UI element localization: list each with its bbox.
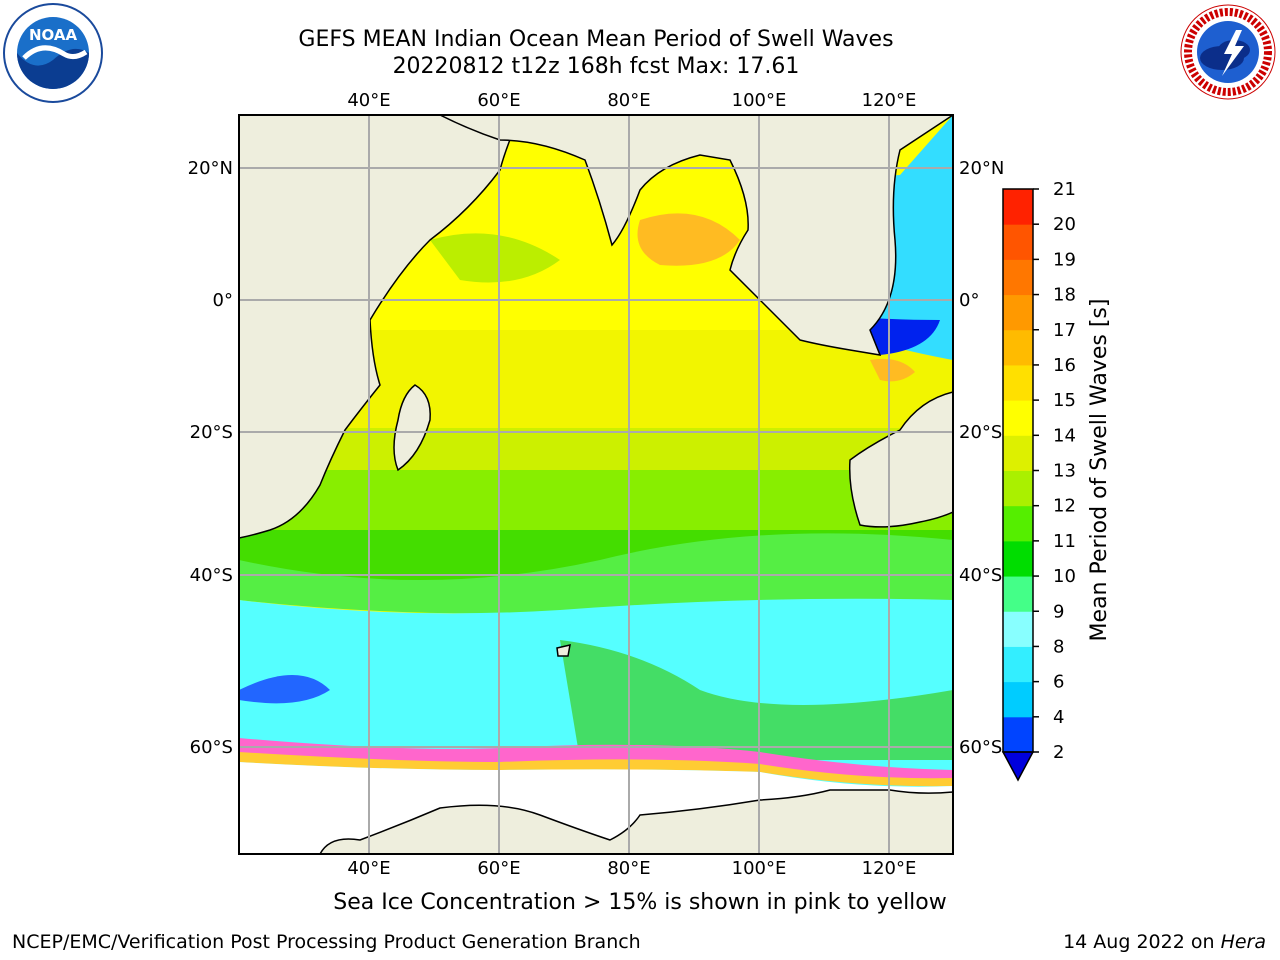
colorbar-block [1003, 576, 1033, 612]
lon-label: 60°E [477, 858, 520, 879]
colorbar-tick-label: 16 [1053, 355, 1076, 376]
credit-text: NCEP/EMC/Verification Post Processing Pr… [12, 931, 641, 953]
date-label: 14 Aug 2022 on [1063, 931, 1221, 953]
lon-label: 120°E [862, 90, 917, 111]
colorbar: 2 4 6 8 9 10 11 12 13 14 15 16 17 18 19 20 21 Mean Perio… [1001, 179, 1112, 782]
lon-label: 100°E [732, 90, 787, 111]
noaa-logo-text: NOAA [29, 26, 78, 44]
colorbar-block [1003, 505, 1033, 542]
lat-label: 20°N [959, 158, 1004, 179]
lon-labels-bottom: 40°E 60°E 80°E 100°E 120°E [347, 858, 916, 879]
colorbar-block [1003, 540, 1033, 577]
colorbar-tick-label: 14 [1053, 425, 1076, 446]
lat-labels-left: 20°N 0° 20°S 40°S 60°S [188, 158, 233, 758]
colorbar-tick-label: 2 [1053, 742, 1064, 763]
colorbar-block [1003, 611, 1033, 647]
nws-logo [1180, 4, 1276, 100]
colorbar-block [1003, 400, 1033, 436]
colorbar-block [1003, 294, 1033, 331]
lon-label: 80°E [607, 90, 650, 111]
lat-label: 60°S [190, 737, 233, 758]
colorbar-block [1003, 189, 1033, 225]
lat-label: 20°S [959, 422, 1002, 443]
colorbar-tick-label: 8 [1053, 636, 1064, 657]
map-subtitle: 20220812 t12z 168h fcst Max: 17.61 [392, 54, 800, 79]
colorbar-ticks: 2 4 6 8 9 10 11 12 13 14 15 16 17 18 19 20 21 [1033, 179, 1076, 763]
colorbar-block [1003, 364, 1033, 401]
lat-label: 0° [213, 290, 233, 311]
lon-label: 120°E [862, 858, 917, 879]
lon-label: 40°E [347, 90, 390, 111]
colorbar-block [1003, 224, 1033, 260]
map-title: GEFS MEAN Indian Ocean Mean Period of Sw… [298, 27, 894, 52]
colorbar-tick-label: 20 [1053, 214, 1076, 235]
colorbar-tick-label: 10 [1053, 566, 1076, 587]
colorbar-tick-label: 21 [1053, 179, 1076, 200]
colorbar-block [1003, 716, 1033, 753]
colorbar-tick-label: 15 [1053, 390, 1076, 411]
map-frame [238, 114, 954, 855]
colorbar-block [1003, 259, 1033, 296]
date-text: 14 Aug 2022 on Hera [1063, 931, 1266, 953]
lat-label: 20°S [190, 422, 233, 443]
lat-label: 40°S [959, 565, 1002, 586]
colorbar-tick-label: 11 [1053, 531, 1076, 552]
machine-name: Hera [1220, 931, 1266, 953]
lon-label: 40°E [347, 858, 390, 879]
graticule [239, 115, 953, 854]
lat-label: 0° [959, 290, 979, 311]
map-content [239, 115, 953, 854]
colorbar-block [1003, 646, 1033, 683]
lat-label: 60°S [959, 737, 1002, 758]
colorbar-tick-label: 4 [1053, 707, 1064, 728]
colorbar-label: Mean Period of Swell Waves [s] [1087, 299, 1112, 642]
colorbar-tick-label: 19 [1053, 249, 1076, 270]
colorbar-block [1003, 435, 1033, 471]
lat-label: 20°N [188, 158, 233, 179]
sea-ice-note: Sea Ice Concentration > 15% is shown in … [333, 890, 947, 915]
lon-label: 100°E [732, 858, 787, 879]
colorbar-under-triangle [1001, 751, 1035, 782]
lon-label: 80°E [607, 858, 650, 879]
lon-label: 60°E [477, 90, 520, 111]
lat-label: 40°S [190, 565, 233, 586]
colorbar-tick-label: 12 [1053, 496, 1076, 517]
colorbar-tick-label: 18 [1053, 285, 1076, 306]
colorbar-block [1003, 470, 1033, 507]
lon-labels-top: 40°E 60°E 80°E 100°E 120°E [347, 90, 916, 111]
colorbar-block [1003, 681, 1033, 718]
colorbar-block [1003, 329, 1033, 366]
colorbar-tick-label: 9 [1053, 601, 1064, 622]
colorbar-tick-label: 17 [1053, 320, 1076, 341]
colorbar-tick-label: 6 [1053, 672, 1064, 693]
noaa-logo: NOAA [3, 3, 103, 103]
colorbar-tick-label: 13 [1053, 461, 1076, 482]
colorbar-blocks [1003, 189, 1033, 753]
lat-labels-right: 20°N 0° 20°S 40°S 60°S [959, 158, 1004, 758]
